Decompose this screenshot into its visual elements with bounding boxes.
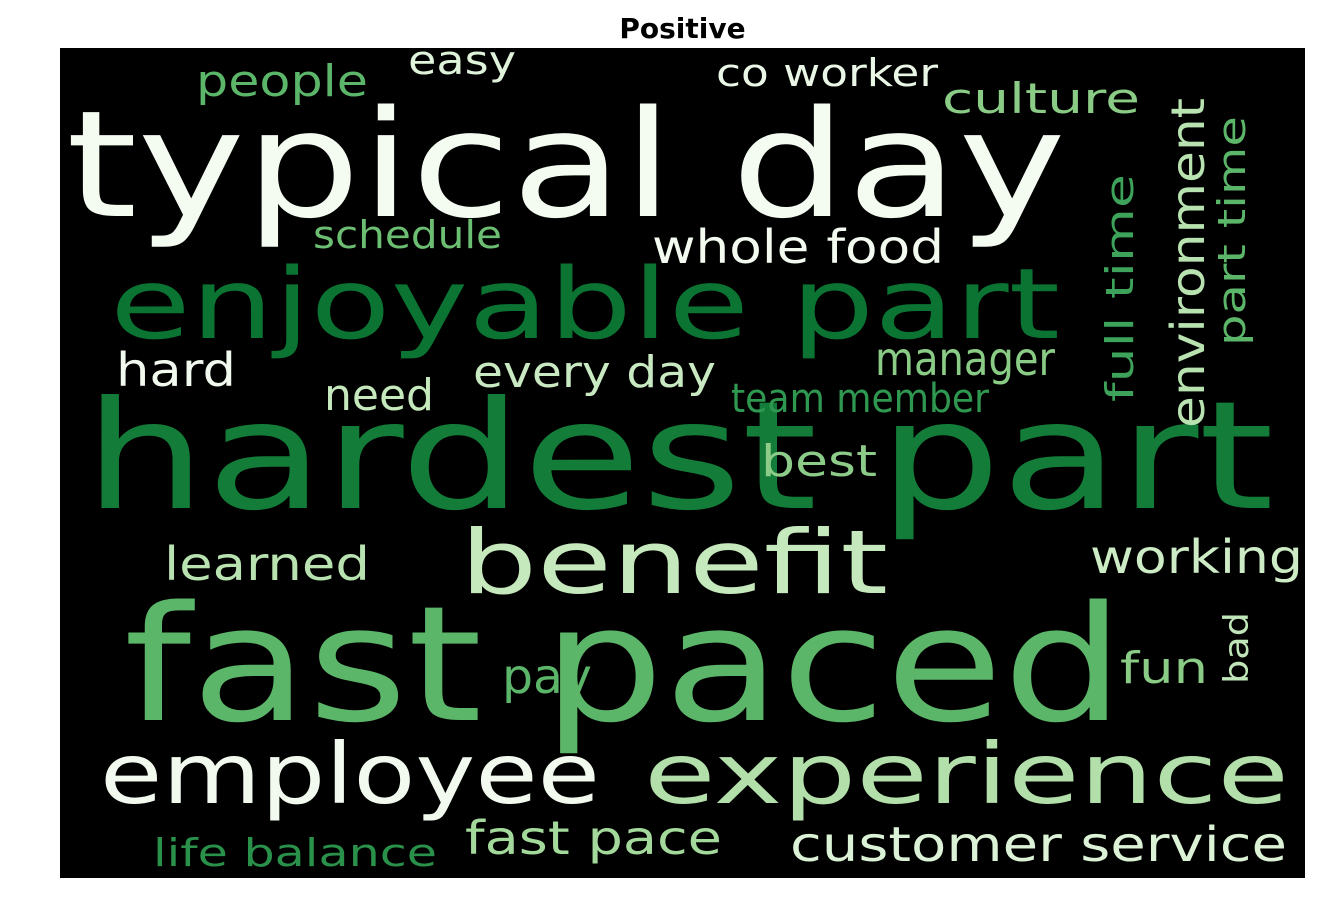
word-part-time: part time bbox=[1210, 116, 1254, 346]
word-whole-food: whole food bbox=[652, 220, 944, 274]
word-full-time: full time bbox=[1098, 174, 1142, 402]
word-working: working bbox=[1090, 530, 1303, 584]
word-environment: environment bbox=[1161, 98, 1215, 428]
chart-title: Positive bbox=[619, 12, 746, 45]
word-life-balance: life balance bbox=[153, 831, 437, 875]
word-cloud-canvas: hardest part fast paced typical dayenjoyab… bbox=[66, 48, 1303, 875]
word-best: best bbox=[761, 436, 877, 487]
word-cloud: hardest part fast paced typical day enjoyab… bbox=[60, 48, 1305, 878]
word-schedule: schedule bbox=[313, 213, 502, 257]
word-fast-pace: fast pace bbox=[465, 811, 722, 865]
word-culture: culture bbox=[942, 74, 1140, 123]
word-co-worker: co worker bbox=[716, 51, 938, 95]
word-experience: experience bbox=[644, 725, 1289, 823]
word-bad: bad bbox=[1217, 612, 1257, 684]
word-typical-day: typical day bbox=[66, 79, 1066, 251]
word-fast-paced: fast paced bbox=[124, 571, 1124, 758]
word-customer-service: customer service bbox=[790, 817, 1287, 873]
word-learned: learned bbox=[164, 537, 370, 591]
word-benefit: benefit bbox=[460, 511, 888, 614]
word-pay: pay bbox=[502, 649, 592, 705]
word-manager: manager bbox=[875, 332, 1055, 386]
word-team-member: team member bbox=[731, 376, 990, 422]
word-employee: employee bbox=[100, 725, 600, 823]
word-every-day: every day bbox=[473, 347, 716, 398]
word-hardest-part: hardest part bbox=[84, 370, 1274, 544]
word-hard: hard bbox=[116, 343, 236, 397]
word-fun: fun bbox=[1120, 643, 1208, 694]
word-easy: easy bbox=[408, 48, 516, 84]
word-people: people bbox=[196, 56, 368, 107]
word-need: need bbox=[324, 370, 434, 421]
word-enjoyable-part: enjoyable part bbox=[110, 248, 1060, 362]
